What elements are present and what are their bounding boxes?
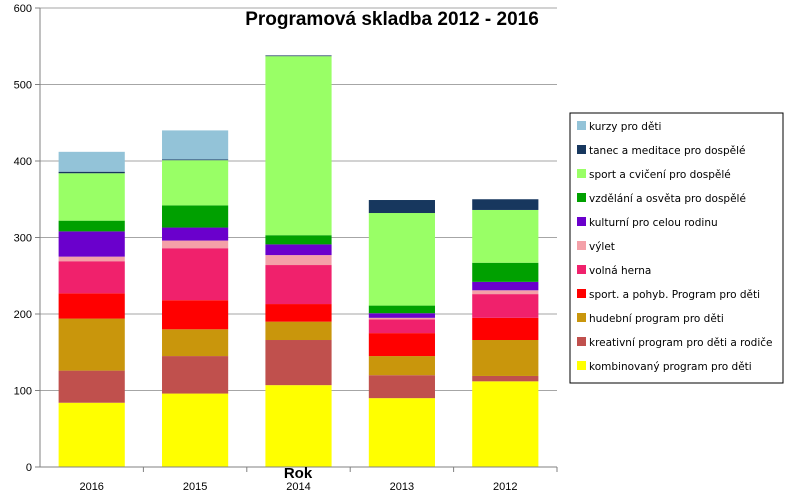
y-tick-label: 600: [14, 3, 32, 15]
axes: 0 100 200 300 400 500 600 2016 2015 2014 2013 2012: [14, 3, 558, 493]
chart-title: Programová skladba 2012 - 2016: [245, 9, 539, 30]
bar-segment: [472, 290, 539, 295]
bar-segment: [58, 370, 125, 403]
bar-segment: [472, 281, 539, 291]
legend-label: hudební program pro děti: [589, 313, 724, 325]
bar-segment: [368, 333, 435, 357]
legend-label: kombinovaný program pro děti: [589, 361, 752, 373]
bar-segment: [162, 329, 229, 357]
legend-swatch: [577, 217, 586, 226]
bar-segment: [162, 227, 229, 241]
bar-segment: [162, 393, 229, 467]
x-tick-label: 2014: [286, 481, 310, 493]
bar-segment: [162, 356, 229, 394]
y-tick-label: 200: [14, 309, 32, 321]
x-axis-title: Rok: [284, 465, 313, 482]
legend-label: volná herna: [589, 265, 651, 277]
bar-segment: [368, 213, 435, 306]
legend-swatch: [577, 337, 586, 346]
bar-segment: [368, 305, 435, 314]
legend-label: výlet: [589, 241, 615, 253]
bar-segment: [265, 304, 332, 322]
bar-segment: [368, 319, 435, 334]
legend-swatch: [577, 241, 586, 250]
bar-segment: [472, 199, 539, 210]
bar-segment: [472, 340, 539, 376]
bar-segment: [162, 205, 229, 228]
bar-segment: [368, 375, 435, 399]
bar-segment: [265, 244, 332, 256]
bar-segment: [472, 262, 539, 282]
bar-segment: [368, 313, 435, 318]
legend-swatch: [577, 145, 586, 154]
x-tick-label: 2013: [390, 481, 414, 493]
legend-label: kreativní program pro děti a rodiče: [589, 337, 772, 349]
legend-swatch: [577, 313, 586, 322]
bar-segment: [265, 56, 332, 236]
x-tick-label: 2016: [79, 481, 103, 493]
bar-segment: [265, 385, 332, 467]
legend-swatch: [577, 289, 586, 298]
bar-segment: [58, 256, 125, 262]
legend-label: sport. a pohyb. Program pro děti: [589, 289, 760, 301]
legend-swatch: [577, 121, 586, 130]
bar-segment: [162, 300, 229, 330]
legend-box: [569, 112, 784, 384]
y-tick-label: 0: [26, 462, 32, 474]
y-tick-label: 300: [14, 233, 32, 245]
bar-segment: [265, 321, 332, 341]
bar-segment: [58, 293, 125, 319]
y-tick-label: 500: [14, 80, 32, 92]
legend-label: tanec a meditace pro dospělé: [589, 145, 746, 157]
bar-segment: [265, 235, 332, 245]
bar-segment: [265, 255, 332, 266]
bar-segment: [162, 160, 229, 206]
bar-segment: [58, 220, 125, 232]
legend-swatch: [577, 193, 586, 202]
bar-segment: [472, 317, 539, 341]
bar-segment: [368, 317, 435, 320]
bar-segment: [368, 398, 435, 467]
bars: [58, 55, 539, 467]
bar-segment: [58, 173, 125, 221]
bar-segment: [265, 340, 332, 386]
bar-segment: [58, 151, 125, 172]
x-tick-label: 2015: [183, 481, 207, 493]
bar-segment: [472, 375, 539, 382]
bar-segment: [265, 265, 332, 305]
y-tick-label: 400: [14, 156, 32, 168]
bar-segment: [162, 248, 229, 301]
legend-swatch: [577, 361, 586, 370]
bar-segment: [58, 171, 125, 174]
bar-segment: [58, 231, 125, 257]
legend-swatch: [577, 169, 586, 178]
bar-segment: [162, 159, 229, 161]
bar-segment: [265, 55, 332, 57]
bar-segment: [58, 261, 125, 294]
y-tick-label: 100: [14, 386, 32, 398]
legend-label: kurzy pro děti: [589, 121, 661, 133]
bar-segment: [472, 294, 539, 318]
legend-label: sport a cvičení pro dospělé: [589, 169, 731, 181]
bar-segment: [472, 381, 539, 467]
x-tick-label: 2012: [493, 481, 517, 493]
bar-segment: [162, 130, 229, 160]
bar-segment: [472, 209, 539, 263]
bar-segment: [58, 402, 125, 467]
legend: kurzy pro děti tanec a meditace pro dospě…: [569, 112, 784, 384]
bar-segment: [58, 318, 125, 371]
bar-segment: [162, 240, 229, 249]
legend-label: kulturní pro celou rodinu: [589, 217, 718, 229]
bar-segment: [368, 356, 435, 376]
bar-segment: [368, 200, 435, 214]
legend-label: vzdělání a osvěta pro dospělé: [589, 193, 746, 205]
legend-swatch: [577, 265, 586, 274]
